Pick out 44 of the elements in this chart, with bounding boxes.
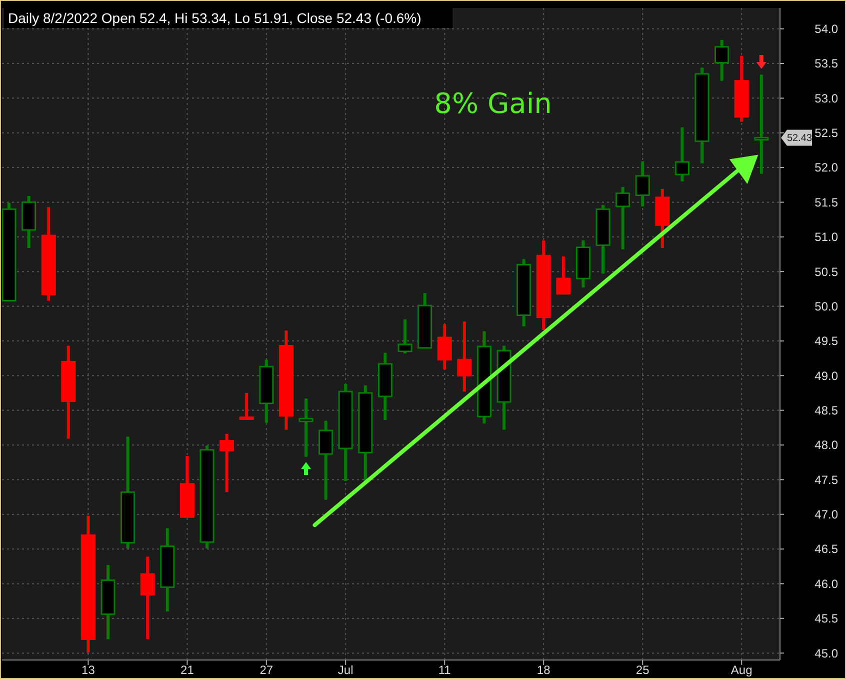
y-tick-label: 51.5 [814,195,838,210]
x-tick-label: 13 [82,663,96,677]
y-tick-label: 51.0 [814,230,838,244]
y-tick-label: 52.0 [814,160,838,175]
y-tick-label: 54.0 [814,22,838,36]
y-tick-label: 48.0 [814,438,838,452]
x-tick-label: 18 [536,663,551,677]
x-tick-label: 11 [438,663,452,677]
y-tick-label: 46.5 [814,542,838,556]
candlestick [220,434,234,492]
candlestick [754,74,769,174]
candlestick [140,556,155,640]
y-tick-label: 50.5 [814,264,838,279]
x-tick-label: 27 [260,663,274,677]
y-tick-label: 49.5 [814,334,838,348]
candlestick [635,161,650,206]
y-tick-label: 45.5 [814,612,838,626]
candlestick [457,322,472,392]
candlestick [616,186,630,250]
y-tick-label: 53.5 [814,56,838,71]
candlestick [239,392,254,420]
y-tick-label: 45.0 [814,646,838,660]
candlestick [714,40,730,81]
x-tick-label: 21 [180,663,194,677]
text: 52.43 [786,133,812,144]
candlestick [437,324,452,370]
candlestick [298,398,314,457]
candlestick [318,420,334,500]
y-tick-label: 50.0 [814,299,838,314]
y-tick-label: 53.0 [814,91,838,106]
candlestick [556,256,571,295]
y-tick-label: 48.5 [814,404,838,418]
annotation: 8% Gain [434,87,552,120]
x-tick-label: Aug [730,663,752,677]
y-tick-label: 49.0 [814,368,838,383]
candlestick [398,319,412,354]
y-tick-label: 47.0 [814,508,838,522]
chart-title: Daily 8/2/2022 Open 52.4, Hi 53.34, Lo 51.91, Close 52.43 (-0.6%) [8,10,422,26]
y-tick-label: 46.0 [814,576,838,591]
x-tick-label: Jul [338,663,354,677]
y-tick-label: 47.5 [814,472,838,487]
x-tick-label: 25 [636,663,650,677]
y-tick-label: 52.5 [814,126,838,140]
candlestick [674,127,690,182]
